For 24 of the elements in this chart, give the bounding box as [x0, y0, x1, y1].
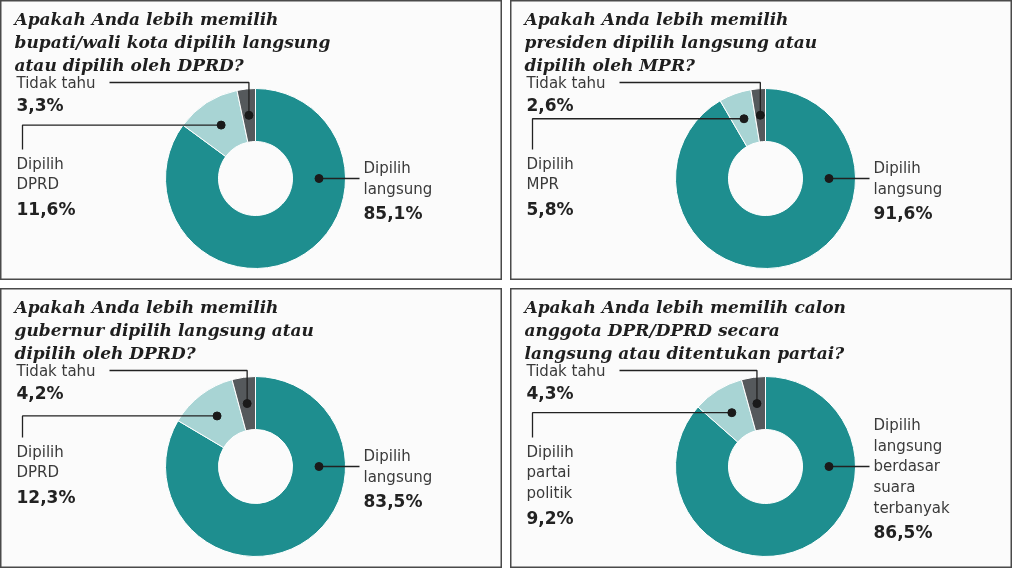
data-label: 91,6% [873, 202, 933, 223]
slice-label: Dipilih partai politik [526, 442, 574, 502]
chart-title: Apakah Anda lebih memilih presiden dipilih langsung atau dipilih oleh MPR? [522, 8, 818, 75]
data-label: 9,2% [526, 507, 574, 528]
data-label: 5,8% [526, 198, 574, 219]
data-label: 4,3% [526, 383, 574, 403]
data-label: 12,3% [16, 486, 76, 507]
data-label: 86,5% [873, 522, 933, 542]
slice-label: Dipilih langsung [873, 159, 943, 198]
slice-label: Dipilih DPRD [16, 442, 64, 482]
slice-label: Dipilih MPR [526, 154, 574, 194]
chart-title: Apakah Anda lebih memilih bupati/wali kota dipilih langsung atau dipilih oleh DPRD? [12, 8, 331, 75]
data-label: 2,6% [526, 95, 574, 115]
data-label: 3,3% [16, 95, 64, 115]
slice-label: Dipilih langsung [363, 447, 433, 486]
data-label: 83,5% [363, 490, 423, 511]
chart-title: Apakah Anda lebih memilih gubernur dipilih langsung atau dipilih oleh DPRD? [12, 296, 314, 363]
chart-title: Apakah Anda lebih memilih calon anggota DPR/DPRD secara langsung atau ditentukan partai? [522, 296, 846, 363]
slice-label: Dipilih langsung berdasar suara terbanyak [873, 416, 951, 517]
data-label: 11,6% [16, 198, 76, 219]
data-label: 4,2% [16, 383, 64, 403]
data-label: 85,1% [363, 202, 423, 223]
slice-label: Dipilih DPRD [16, 154, 64, 194]
slice-label: Dipilih langsung [363, 159, 433, 198]
